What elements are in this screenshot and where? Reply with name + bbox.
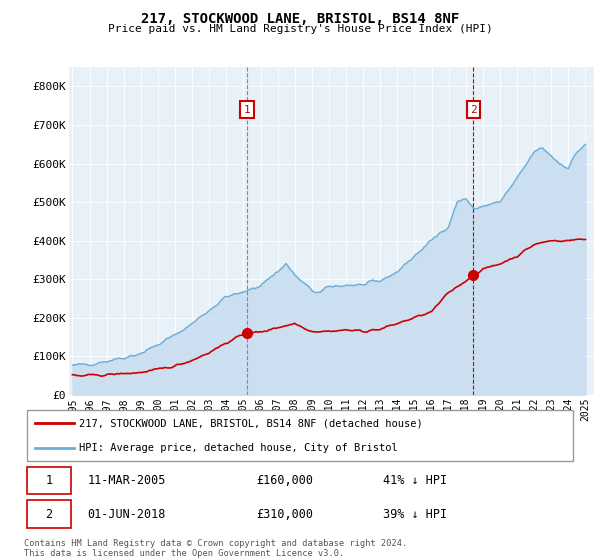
- Text: Price paid vs. HM Land Registry's House Price Index (HPI): Price paid vs. HM Land Registry's House …: [107, 24, 493, 34]
- FancyBboxPatch shape: [27, 410, 573, 461]
- Text: £160,000: £160,000: [256, 474, 313, 487]
- Text: 1: 1: [244, 105, 250, 115]
- Text: 01-JUN-2018: 01-JUN-2018: [88, 507, 166, 520]
- Text: £310,000: £310,000: [256, 507, 313, 520]
- Text: 217, STOCKWOOD LANE, BRISTOL, BS14 8NF (detached house): 217, STOCKWOOD LANE, BRISTOL, BS14 8NF (…: [79, 418, 423, 428]
- Text: 2: 2: [470, 105, 477, 115]
- Text: 2: 2: [45, 507, 52, 520]
- Text: 39% ↓ HPI: 39% ↓ HPI: [383, 507, 447, 520]
- FancyBboxPatch shape: [27, 466, 71, 494]
- Text: Contains HM Land Registry data © Crown copyright and database right 2024.
This d: Contains HM Land Registry data © Crown c…: [24, 539, 407, 558]
- Text: 41% ↓ HPI: 41% ↓ HPI: [383, 474, 447, 487]
- Text: 217, STOCKWOOD LANE, BRISTOL, BS14 8NF: 217, STOCKWOOD LANE, BRISTOL, BS14 8NF: [141, 12, 459, 26]
- FancyBboxPatch shape: [27, 501, 71, 528]
- Text: 1: 1: [45, 474, 52, 487]
- Text: 11-MAR-2005: 11-MAR-2005: [88, 474, 166, 487]
- Text: HPI: Average price, detached house, City of Bristol: HPI: Average price, detached house, City…: [79, 442, 398, 452]
